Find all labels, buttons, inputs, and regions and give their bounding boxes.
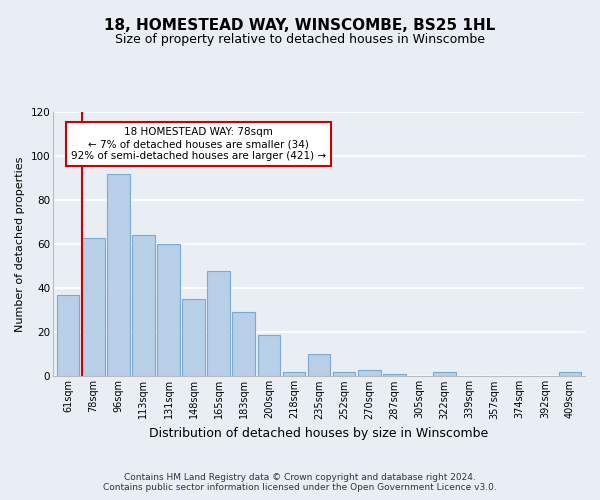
Text: Size of property relative to detached houses in Winscombe: Size of property relative to detached ho… (115, 32, 485, 46)
Y-axis label: Number of detached properties: Number of detached properties (15, 156, 25, 332)
Bar (157, 244, 180, 376)
Bar (333, 372, 355, 376)
Bar (383, 374, 406, 376)
Bar (257, 334, 280, 376)
Bar (57, 295, 79, 376)
Bar (182, 300, 205, 376)
Bar (82, 238, 104, 376)
Bar (559, 372, 581, 376)
Bar (433, 372, 456, 376)
Bar (107, 174, 130, 376)
Text: 18, HOMESTEAD WAY, WINSCOMBE, BS25 1HL: 18, HOMESTEAD WAY, WINSCOMBE, BS25 1HL (104, 18, 496, 32)
Bar (308, 354, 331, 376)
Bar (208, 270, 230, 376)
Bar (132, 236, 155, 376)
Bar (358, 370, 380, 376)
Text: 18 HOMESTEAD WAY: 78sqm
← 7% of detached houses are smaller (34)
92% of semi-det: 18 HOMESTEAD WAY: 78sqm ← 7% of detached… (71, 128, 326, 160)
Bar (232, 312, 255, 376)
X-axis label: Distribution of detached houses by size in Winscombe: Distribution of detached houses by size … (149, 427, 488, 440)
Text: Contains HM Land Registry data © Crown copyright and database right 2024.
Contai: Contains HM Land Registry data © Crown c… (103, 473, 497, 492)
Bar (283, 372, 305, 376)
